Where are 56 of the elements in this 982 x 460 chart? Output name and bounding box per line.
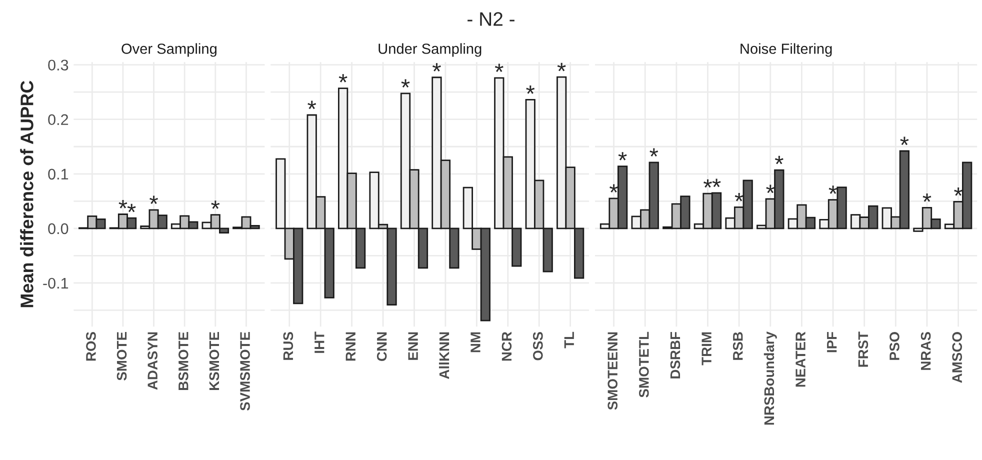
x-tick-label: PSO	[890, 332, 900, 360]
x-tick-label: RSB	[732, 332, 743, 360]
x-tick-label: IHT	[314, 332, 324, 353]
x-tick-label: NRAS	[920, 332, 931, 370]
y-tick-label: 0.3	[48, 60, 68, 71]
x-tick-label: ADASYN	[148, 332, 158, 390]
chart-title: Noise Filtering	[740, 43, 832, 57]
x-tick-label: TL	[564, 332, 574, 348]
annotation: *	[900, 136, 909, 146]
x-tick-label: KSMOTE	[209, 332, 220, 390]
annotation: *	[712, 178, 721, 188]
annotation: *	[118, 200, 128, 208]
annotation: *	[704, 179, 712, 188]
x-tick-label: SMOTEENN	[608, 332, 618, 410]
x-tick-label: AllKNN	[438, 332, 450, 379]
x-tick-label: SVMSMOTE	[240, 332, 250, 411]
x-tick-label: NCR	[502, 332, 512, 361]
y-tick-label: 0.1	[48, 168, 68, 180]
x-tick-label: OSS	[533, 332, 543, 360]
annotation: *	[401, 79, 410, 88]
annotation: *	[432, 63, 441, 72]
x-tick-label: FRST	[858, 332, 868, 367]
y-axis-title: Mean difference of AUPRC	[20, 80, 34, 308]
x-tick-label: RUS	[283, 332, 294, 360]
annotation: *	[774, 156, 784, 164]
annotation: *	[922, 194, 932, 202]
x-tick-label: NM	[470, 332, 480, 352]
annotation: *	[211, 200, 220, 209]
chart-title: Over Sampling	[122, 43, 216, 57]
x-tick-label: BSMOTE	[178, 332, 188, 390]
annotation: *	[494, 64, 504, 72]
annotation: *	[338, 74, 348, 82]
y-tick-label: 0.2	[48, 114, 68, 126]
x-tick-label: ROS	[86, 332, 96, 361]
y-tick-label: 0.0	[48, 223, 68, 234]
annotation: *	[618, 152, 627, 160]
x-tick-label: ENN	[408, 332, 418, 360]
x-tick-label: AMSCO	[952, 332, 962, 383]
annotation: *	[127, 204, 136, 212]
x-tick-label: NEATER	[796, 332, 806, 387]
x-tick-label: RNN	[346, 332, 356, 361]
annotation: *	[650, 148, 658, 157]
x-tick-label: CNN	[376, 332, 387, 361]
x-tick-label: SMOTE	[116, 332, 127, 380]
annotation: *	[150, 196, 158, 204]
annotation: *	[526, 86, 535, 94]
text: - N2 -	[468, 12, 514, 26]
annotation: *	[557, 62, 566, 72]
x-tick-label: NRSBoundary	[764, 332, 777, 425]
chart-title: Under Sampling	[378, 43, 482, 57]
x-tick-label: TRIM	[702, 332, 712, 366]
y-tick-label: -0.1	[43, 278, 68, 289]
x-tick-label: IPF	[827, 332, 837, 352]
annotation: *	[308, 100, 316, 110]
x-tick-label: SMOTETL	[639, 332, 649, 398]
x-tick-label: DSRBF	[670, 332, 680, 378]
